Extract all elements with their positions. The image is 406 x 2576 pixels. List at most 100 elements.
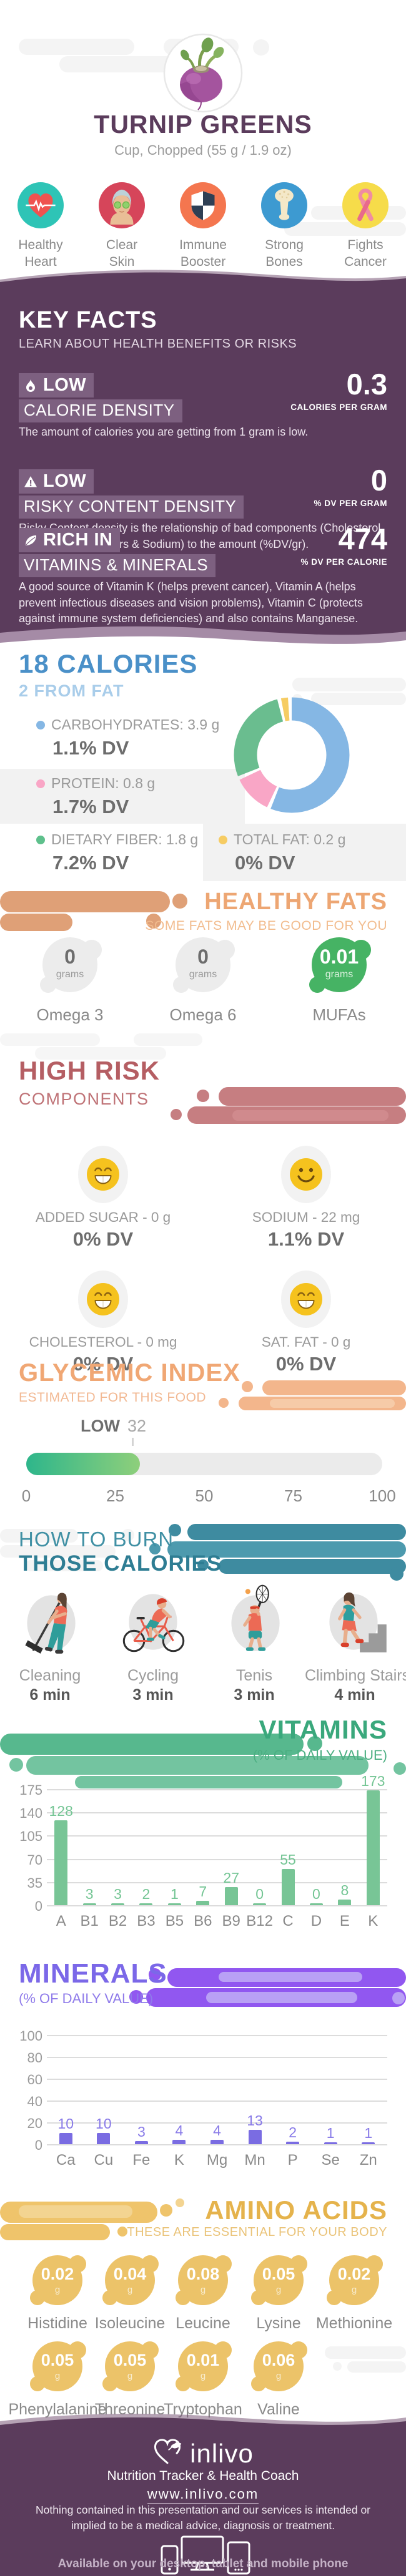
benefit-immune-booster: Immune Booster bbox=[164, 182, 242, 271]
gauge-fill bbox=[26, 1453, 140, 1475]
bar-category: P bbox=[287, 2152, 298, 2169]
decor-dot bbox=[390, 1108, 405, 1123]
bar-category: B9 bbox=[222, 1913, 240, 1930]
activity-cycling: Cycling 3 min bbox=[103, 1578, 203, 1704]
decor-dot bbox=[253, 39, 269, 56]
decor-dot bbox=[172, 894, 187, 909]
website-link[interactable]: www.inlivo.com bbox=[0, 2486, 406, 2504]
brand-name: inlivo bbox=[190, 2438, 254, 2468]
amino-tryptophan: 0.01 g Tryptophan bbox=[153, 2336, 253, 2419]
key-fact: RICH IN VITAMINS & MINERALS 474 % DV PER CA… bbox=[19, 522, 387, 625]
y-axis-tick: 80 bbox=[27, 2050, 42, 2066]
decor-blob bbox=[0, 1529, 78, 1543]
bar-value: 4 bbox=[213, 2122, 221, 2139]
y-axis-tick: 35 bbox=[27, 1875, 42, 1891]
amino-acids-title: AMINO ACIDS bbox=[205, 2195, 387, 2225]
risk-dv: 0% DV bbox=[275, 1353, 337, 1375]
bar-B3 bbox=[139, 1903, 153, 1905]
glycemic-index-level: LOW bbox=[81, 1417, 120, 1435]
bar-value: 0 bbox=[312, 1886, 320, 1902]
glycemic-index-value: 32 bbox=[127, 1417, 147, 1435]
bar-value: 173 bbox=[361, 1773, 385, 1789]
y-axis-tick: 0 bbox=[34, 2137, 42, 2153]
macro-item: TOTAL FAT: 0.2 g 0% DV bbox=[219, 831, 345, 874]
decor-blob bbox=[232, 1110, 389, 1121]
fact-value: 474 bbox=[338, 522, 387, 555]
y-axis-tick: 105 bbox=[19, 1828, 42, 1845]
bar-value: 3 bbox=[114, 1886, 122, 1902]
footer-tagline: Nutrition Tracker & Health Coach bbox=[107, 2469, 299, 2483]
bar-category: K bbox=[368, 1913, 379, 1930]
bar-B12 bbox=[253, 1903, 267, 1905]
bar-value: 55 bbox=[280, 1852, 296, 1868]
y-axis-tick: 175 bbox=[19, 1782, 42, 1798]
bar-value: 27 bbox=[223, 1870, 239, 1886]
svg-text:g: g bbox=[276, 2285, 281, 2295]
bar-category: D bbox=[310, 1913, 322, 1930]
decor-blob bbox=[0, 914, 72, 931]
decor-dot bbox=[333, 2362, 342, 2371]
decor-blob bbox=[26, 1756, 369, 1775]
benefit-label: Healthy Heart bbox=[18, 238, 63, 270]
y-axis-tick: 60 bbox=[27, 2072, 42, 2087]
fat-item-omega-3: 0 grams Omega 3 bbox=[23, 932, 117, 1025]
donut-segment-dietary-fiber bbox=[234, 697, 350, 813]
amino-phenylalanine: 0.05 g Phenylalanine bbox=[7, 2336, 107, 2419]
activity-label: Climbing Stairs bbox=[305, 1667, 406, 1684]
burn-title-light: HOW TO BURN bbox=[19, 1528, 174, 1551]
y-axis-tick: 140 bbox=[19, 1805, 42, 1822]
calories-from-fat: 2 FROM FAT bbox=[19, 681, 124, 700]
decor-dot bbox=[197, 1090, 209, 1102]
decor-blob bbox=[0, 891, 170, 912]
bar-B9 bbox=[224, 1887, 238, 1905]
gauge-scale-label: 25 bbox=[106, 1486, 124, 1505]
chart-gridline bbox=[47, 2079, 387, 2080]
risk-item: SAT. FAT - 0 g 0% DV bbox=[206, 1271, 406, 1375]
vitamins-subtitle: (% OF DAILY VALUE) bbox=[252, 1747, 387, 1763]
decor-blob bbox=[219, 1087, 406, 1106]
wave-divider bbox=[0, 270, 406, 290]
bar-value: 128 bbox=[49, 1803, 73, 1819]
grin-emoji-icon bbox=[281, 1271, 331, 1328]
chart-gridline bbox=[47, 1812, 387, 1814]
svg-text:0.02: 0.02 bbox=[41, 2265, 74, 2283]
clear-skin-icon bbox=[99, 182, 145, 231]
key-facts-subtitle: LEARN ABOUT HEALTH BENEFITS OR RISKS bbox=[19, 337, 297, 351]
bar-category: Ca bbox=[56, 2152, 76, 2169]
decor-blob bbox=[167, 1541, 406, 1558]
decor-dot bbox=[169, 1524, 181, 1536]
risk-item: SODIUM - 22 mg 1.1% DV bbox=[206, 1146, 406, 1251]
y-axis-tick: 0 bbox=[34, 1898, 42, 1914]
chart-gridline bbox=[47, 1835, 387, 1837]
svg-text:0.08: 0.08 bbox=[187, 2265, 220, 2283]
svg-text:0.01: 0.01 bbox=[187, 2351, 220, 2369]
bar-category: Se bbox=[321, 2152, 340, 2169]
amino-isoleucine: 0.04 g Isoleucine bbox=[80, 2250, 180, 2333]
minerals-subtitle: (% OF DAILY VALUE) bbox=[19, 1991, 154, 2006]
macro-name: CARBOHYDRATES: 3.9 g bbox=[36, 716, 219, 733]
decor-blob bbox=[0, 2224, 110, 2240]
decor-blob bbox=[19, 2205, 132, 2218]
bar-category: E bbox=[339, 1913, 350, 1930]
fat-label: MUFAs bbox=[312, 1005, 366, 1024]
risk-dv: 0% DV bbox=[72, 1353, 134, 1375]
tennis-icon bbox=[204, 1578, 304, 1663]
bar-category: Mn bbox=[244, 2152, 265, 2169]
amino-blob: 0.01 g bbox=[153, 2336, 253, 2399]
risk-item: ADDED SUGAR - 0 g 0% DV bbox=[3, 1146, 203, 1251]
key-fact: LOW RISKY CONTENT DENSITY 0% DV PER GRAM Ri… bbox=[19, 464, 387, 550]
decor-dot bbox=[242, 1381, 253, 1392]
svg-text:grams: grams bbox=[56, 969, 84, 980]
svg-text:0.01: 0.01 bbox=[320, 945, 359, 968]
decor-dot bbox=[394, 1762, 406, 1775]
decor-blob bbox=[25, 1560, 103, 1571]
decor-dot bbox=[392, 1992, 405, 2004]
amino-methionine: 0.02 g Methionine bbox=[304, 2250, 404, 2333]
macro-donut-chart bbox=[234, 697, 350, 813]
svg-text:0.06: 0.06 bbox=[262, 2351, 295, 2369]
bar-category: C bbox=[282, 1913, 294, 1930]
decor-dot bbox=[390, 1567, 404, 1581]
decor-dot bbox=[122, 1529, 134, 1541]
amino-label: Isoleucine bbox=[94, 2315, 166, 2332]
benefit-label: Immune Booster bbox=[179, 238, 227, 270]
